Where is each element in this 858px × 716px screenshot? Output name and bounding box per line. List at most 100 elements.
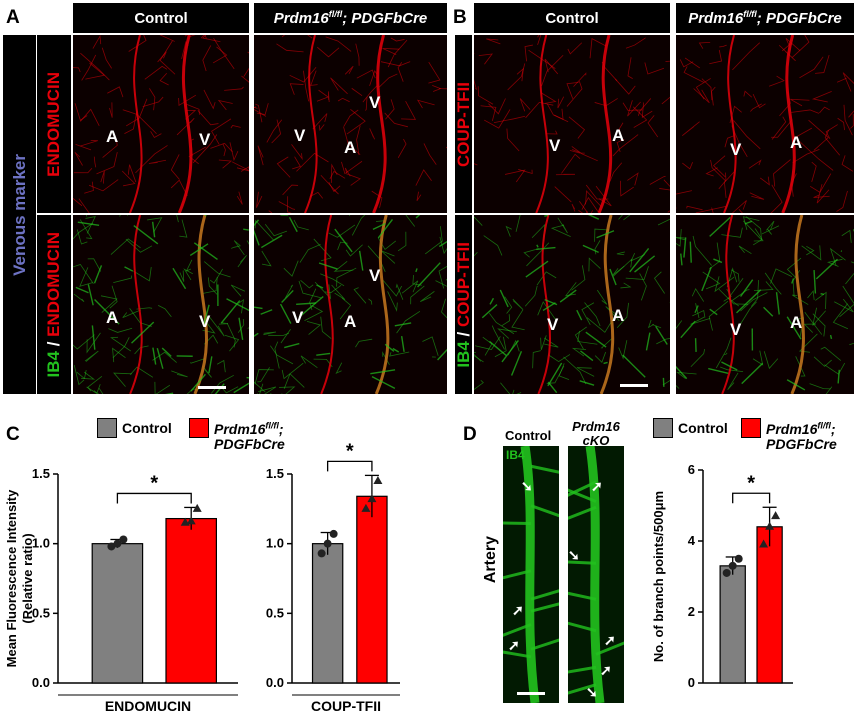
panel-d-cko-label: Prdm16 cKO — [568, 420, 624, 448]
panel-label-c: C — [6, 424, 20, 445]
data-point — [765, 521, 775, 530]
y-tick-label: 2 — [688, 604, 695, 619]
micrograph-image — [73, 215, 249, 394]
vein-marker: V — [549, 136, 561, 155]
panel-d-cko-gene: Prdm16 — [572, 419, 620, 434]
ib4-text: IB4 — [453, 340, 473, 368]
data-point — [323, 539, 332, 548]
arrow-icon: ➘ — [521, 478, 533, 494]
coup-side-bar: COUP-TFII — [453, 35, 473, 213]
arrow-icon: ➚ — [604, 632, 616, 648]
y-tick-label: 0.0 — [32, 675, 50, 690]
data-point — [722, 568, 731, 577]
micrograph-image — [503, 446, 559, 703]
scale-bar — [620, 384, 648, 387]
data-point — [113, 539, 122, 548]
charts: 0.0 0.5 1.0 1.5 * ENDOMUCIN Mean Fluorescence … — [0, 430, 858, 714]
endomucin-text: ENDOMUCIN — [44, 231, 63, 337]
header-cko-gene: Prdm16 — [273, 10, 329, 27]
ib4-coup-side-label: IB4 / COUP-TFII — [454, 242, 474, 368]
ib4-text: IB4 — [44, 350, 63, 378]
header-cko-sup: fl/fl — [328, 9, 343, 19]
significance-star: * — [747, 472, 755, 494]
data-point — [361, 503, 371, 512]
y-axis-label-line2: (Relative ratio) — [20, 533, 35, 623]
panel-c-legend-control: Control — [97, 418, 172, 438]
significance-star: * — [346, 440, 354, 462]
data-point — [734, 554, 743, 563]
bar — [356, 495, 388, 684]
bar — [165, 517, 218, 684]
header-cko-gene: Prdm16 — [688, 10, 744, 27]
bar — [91, 543, 144, 684]
arrow-icon: ➚ — [600, 662, 612, 678]
panel-c-legend-cko: Prdm16fl/fl; PDGFbCre — [189, 418, 285, 452]
vein-marker: V — [199, 130, 211, 149]
legend-text-control: Control — [678, 420, 728, 436]
panel-d-legend-control: Control — [653, 418, 728, 438]
x-axis-label: COUP-TFII — [311, 698, 381, 711]
y-tick-label: 0.5 — [266, 605, 284, 620]
artery-marker: A — [106, 308, 119, 327]
artery-marker: A — [344, 312, 357, 331]
panel-a-header-cko: Prdm16fl/fl; PDGFbCre — [254, 3, 447, 33]
data-point — [367, 494, 377, 503]
panel-label-d: D — [463, 424, 477, 445]
ib4-coup-side-bar: IB4 / COUP-TFII — [454, 215, 474, 394]
micrograph-image — [676, 35, 854, 213]
micrograph-image — [568, 446, 624, 703]
micrograph-tile — [568, 446, 624, 703]
panel-d-cko-tag: cKO — [582, 433, 610, 448]
data-point — [317, 549, 326, 558]
ib4-endomucin-side-label: IB4 / ENDOMUCIN — [44, 232, 64, 377]
data-point — [107, 542, 116, 551]
panel-b-header-control: Control — [474, 3, 670, 33]
data-point — [192, 503, 202, 512]
legend-text-cko: Prdm16fl/fl; PDGFbCre — [214, 418, 285, 452]
micrograph-tile — [676, 215, 854, 394]
panel-label-b: B — [453, 7, 467, 28]
scale-bar — [517, 692, 545, 695]
vein-marker: V — [369, 93, 381, 112]
vein-marker: V — [730, 320, 742, 339]
coup-side-label: COUP-TFII — [453, 81, 473, 167]
panel-d-legend-cko: Prdm16fl/fl; PDGFbCre — [741, 418, 837, 452]
y-tick-label: 1.0 — [266, 536, 284, 551]
y-axis-label-text: No. of branch points/500μm — [651, 491, 666, 662]
legend-swatch-control — [653, 418, 673, 438]
y-tick-label: 0.0 — [266, 675, 284, 690]
legend-cko-sup: fl/fl — [265, 420, 279, 430]
data-point — [186, 516, 196, 525]
y-tick-label: 6 — [688, 462, 695, 477]
vein-marker: V — [730, 140, 742, 159]
legend-cko-tail: ; — [830, 420, 836, 437]
header-cko-rest: ; PDGFbCre — [342, 10, 428, 27]
micrograph-tile — [474, 35, 670, 213]
micrograph-tile — [73, 215, 249, 394]
significance-bracket — [732, 492, 771, 504]
significance-bracket — [326, 460, 373, 472]
arrow-icon: ➚ — [508, 637, 520, 653]
artery-marker: A — [106, 127, 119, 146]
artery-marker: A — [344, 138, 357, 157]
legend-cko-line2: PDGFbCre — [214, 435, 285, 452]
micrograph-tile — [503, 446, 559, 703]
legend-cko-sup: fl/fl — [817, 420, 831, 430]
micrograph-tile — [73, 35, 249, 213]
legend-text-cko: Prdm16fl/fl; PDGFbCre — [766, 418, 837, 452]
charts-svg: 0.0 0.5 1.0 1.5 * ENDOMUCIN Mean Fluorescence … — [4, 440, 793, 714]
legend-text-control: Control — [122, 420, 172, 436]
significance-star: * — [150, 472, 158, 494]
venous-marker-label: Venous marker — [9, 153, 29, 276]
y-tick-label: 0.5 — [32, 605, 50, 620]
arrow-icon: ➚ — [512, 602, 524, 618]
x-axis-label: ENDOMUCIN — [105, 698, 191, 711]
legend-swatch-cko — [741, 418, 761, 438]
data-point — [771, 511, 781, 520]
panel-d-ib4-label: IB4 — [506, 448, 525, 462]
data-point — [329, 529, 338, 538]
scale-bar — [198, 386, 226, 389]
vein-marker: V — [369, 266, 381, 285]
panel-d-control-label: Control — [505, 428, 552, 443]
artery-marker: A — [612, 126, 625, 145]
